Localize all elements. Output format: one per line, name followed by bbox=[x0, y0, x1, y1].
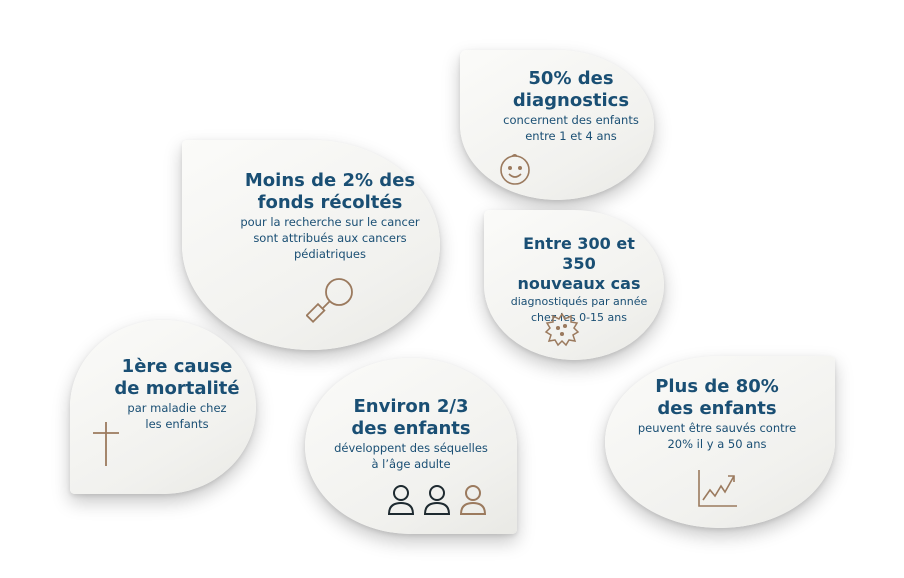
stat-title-line: Plus de 80% bbox=[655, 376, 779, 397]
stat-card-new-cases: Entre 300 et 350 nouveaux cas diagnostiq… bbox=[484, 210, 664, 360]
stat-title-line: Moins de 2% des bbox=[244, 170, 416, 191]
smiley-icon bbox=[498, 152, 532, 186]
stat-sub-line: développent des séquelles bbox=[334, 441, 488, 455]
stat-sub-line: à l’âge adulte bbox=[371, 457, 451, 471]
stat-sub-line: concernent des enfants bbox=[503, 113, 639, 127]
stat-sub-line: par maladie chez bbox=[127, 401, 227, 415]
stat-title-line: de mortalité bbox=[114, 378, 240, 399]
stat-sub-line: entre 1 et 4 ans bbox=[525, 129, 617, 143]
stat-title-line: Entre 300 et 350 bbox=[523, 234, 635, 273]
stat-title-line: diagnostics bbox=[512, 90, 630, 111]
rising-chart-icon bbox=[697, 468, 739, 508]
stat-title-line: 1ère cause bbox=[121, 356, 233, 377]
stat-card-funds: Moins de 2% des fonds récoltés pour la r… bbox=[182, 140, 440, 350]
stat-title-line: 50% des bbox=[528, 68, 614, 89]
stat-sub-line: diagnostiqués par année bbox=[510, 295, 648, 308]
stat-card-diagnostics: 50% des diagnostics concernent des enfan… bbox=[460, 50, 654, 200]
people-icon bbox=[385, 484, 489, 516]
stat-card-sequelae: Environ 2/3 des enfants développent des … bbox=[305, 358, 517, 534]
stat-title-line: des enfants bbox=[351, 418, 471, 439]
stat-sub-line: sont attribués aux cancers bbox=[253, 231, 407, 245]
stat-card-mortality: 1ère cause de mortalité par maladie chez… bbox=[70, 320, 256, 494]
stat-title-line: des enfants bbox=[657, 398, 777, 419]
stat-sub-line: peuvent être sauvés contre bbox=[637, 421, 797, 435]
stat-sub-line: 20% il y a 50 ans bbox=[667, 437, 767, 451]
stat-title-line: nouveaux cas bbox=[517, 274, 641, 293]
stat-sub-line: chez les 0-15 ans bbox=[530, 311, 627, 324]
stat-title-line: fonds récoltés bbox=[257, 192, 403, 213]
magnifier-icon bbox=[306, 274, 358, 326]
stat-sub-line: les enfants bbox=[145, 417, 209, 431]
stat-sub-line: pédiatriques bbox=[293, 247, 366, 261]
virus-icon bbox=[542, 310, 582, 350]
stat-card-survival: Plus de 80% des enfants peuvent être sau… bbox=[605, 356, 835, 528]
cross-icon bbox=[90, 420, 122, 468]
stat-title-line: Environ 2/3 bbox=[353, 396, 469, 417]
stat-sub-line: pour la recherche sur le cancer bbox=[240, 215, 420, 229]
